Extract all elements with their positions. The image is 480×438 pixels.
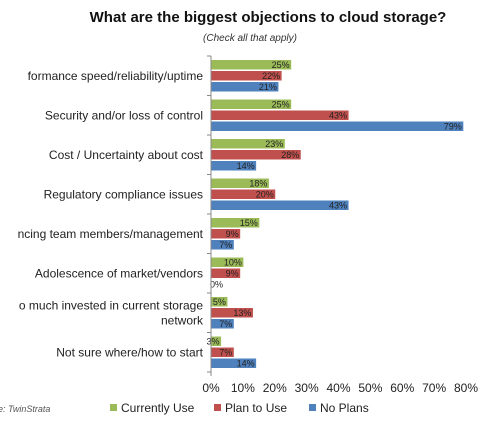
x-tick-label: 70% <box>422 381 446 395</box>
bar <box>211 200 349 210</box>
legend-label: Plan to Use <box>225 401 287 415</box>
data-label: 28% <box>281 150 299 160</box>
x-tick-label: 80% <box>454 381 478 395</box>
data-label: 10% <box>224 258 242 268</box>
bar <box>211 308 253 318</box>
bar <box>211 189 276 199</box>
data-label: 7% <box>219 319 232 329</box>
bar <box>211 319 234 329</box>
data-label: 43% <box>329 111 347 121</box>
data-label: 25% <box>272 60 290 70</box>
plot-area: formance speed/reliability/uptime25%22%2… <box>18 60 464 369</box>
bar <box>211 71 282 81</box>
category-label: Security and/or loss of control <box>45 108 203 122</box>
bar <box>211 139 285 149</box>
bar <box>211 218 260 228</box>
data-label: 18% <box>249 179 267 189</box>
bar <box>211 161 257 171</box>
data-label: 5% <box>213 297 226 307</box>
bar <box>211 178 269 188</box>
bar <box>211 297 228 307</box>
category-label: Cost / Uncertainty about cost <box>49 148 204 162</box>
chart-subtitle: (Check all that apply) <box>203 33 297 44</box>
x-axis: 0% 10% 20% 30% 40% 50% 60% 70% 80% <box>202 55 478 395</box>
bar <box>211 358 257 368</box>
category-label: Not sure where/how to start <box>56 345 203 359</box>
x-tick-label: 30% <box>295 381 319 395</box>
x-tick-label: 10% <box>231 381 255 395</box>
category-label: ncing team members/management <box>18 227 204 241</box>
x-tick-label: 40% <box>326 381 350 395</box>
x-tick-label: 50% <box>358 381 382 395</box>
data-label: 9% <box>226 229 239 239</box>
data-label: 7% <box>219 348 232 358</box>
category-label: Regulatory compliance issues <box>44 187 203 201</box>
data-label: 7% <box>219 240 232 250</box>
bar <box>211 60 292 70</box>
bar <box>211 229 241 239</box>
data-label: 14% <box>237 359 255 369</box>
x-tick-label: 0% <box>202 381 220 395</box>
x-tick-label: 20% <box>263 381 287 395</box>
legend-label: No Plans <box>320 401 369 415</box>
data-label: 21% <box>259 82 277 92</box>
data-label: 20% <box>256 190 274 200</box>
data-label: 15% <box>240 218 258 228</box>
bar <box>211 336 222 346</box>
data-label: 13% <box>233 308 251 318</box>
bar <box>211 268 241 278</box>
data-label: 23% <box>265 139 283 149</box>
bar <box>211 257 244 267</box>
data-label: 9% <box>226 269 239 279</box>
data-label: 25% <box>272 100 290 110</box>
category-label: formance speed/reliability/uptime <box>28 69 204 83</box>
bar <box>211 99 292 109</box>
bar <box>211 347 234 357</box>
x-tick-label: 60% <box>390 381 414 395</box>
bar <box>211 150 301 160</box>
legend-label: Currently Use <box>121 401 195 415</box>
bar <box>211 82 279 92</box>
category-label: network <box>161 313 204 327</box>
bar <box>211 240 234 250</box>
data-label: 0% <box>210 280 223 290</box>
source-note: e: TwinStrata <box>0 404 50 414</box>
bar <box>211 121 464 131</box>
data-label: 79% <box>444 122 462 132</box>
legend-swatch <box>214 404 221 411</box>
data-label: 14% <box>237 161 255 171</box>
category-label: o much invested in current storage <box>19 298 203 312</box>
data-label: 22% <box>262 71 280 81</box>
category-label: Adolescence of market/vendors <box>35 266 203 280</box>
bar <box>211 110 349 120</box>
legend-swatch <box>110 404 117 411</box>
data-label: 3% <box>207 337 220 347</box>
legend: Currently Use Plan to Use No Plans <box>110 401 369 415</box>
data-label: 43% <box>329 201 347 211</box>
legend-swatch <box>309 404 316 411</box>
chart-title: What are the biggest objections to cloud… <box>90 9 447 26</box>
